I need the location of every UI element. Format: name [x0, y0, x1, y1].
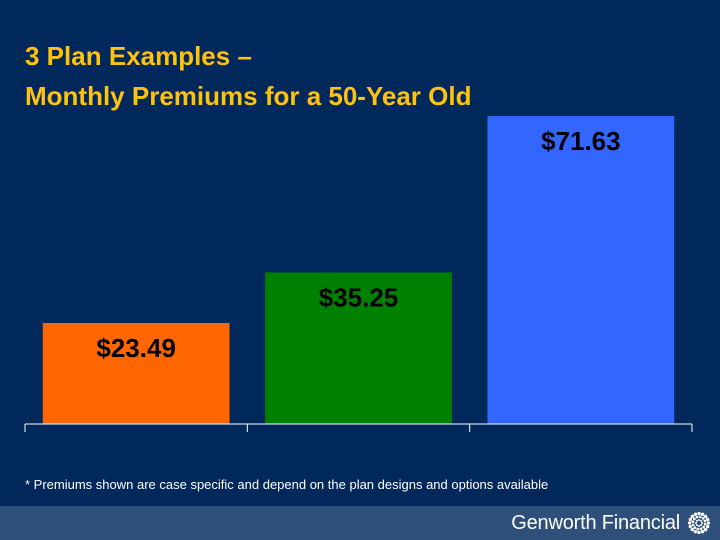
bar-3	[487, 115, 675, 424]
brand-name-first: Genworth	[511, 511, 597, 534]
data-label-2: $35.25	[319, 282, 399, 312]
premium-bar-chart: $23.49 $35.25 $71.63	[24, 115, 693, 432]
slide-title: 3 Plan Examples – Monthly Premiums for a…	[25, 36, 471, 116]
footer-band: Genworth Financial	[0, 506, 720, 540]
genworth-logo: Genworth Financial	[511, 506, 710, 540]
brand-name: Genworth Financial	[511, 512, 680, 535]
footnote: * Premiums shown are case specific and d…	[25, 477, 549, 492]
slide-title-line-2: Monthly Premiums for a 50-Year Old	[25, 81, 472, 111]
starburst-logo-icon	[688, 512, 710, 534]
brand-name-second: Financial	[601, 511, 680, 534]
data-label-1: $23.49	[96, 333, 176, 363]
data-label-3: $71.63	[541, 126, 621, 156]
bar-2	[265, 272, 452, 424]
bar-1	[42, 322, 230, 424]
slide-title-line-1: 3 Plan Examples –	[25, 41, 252, 71]
